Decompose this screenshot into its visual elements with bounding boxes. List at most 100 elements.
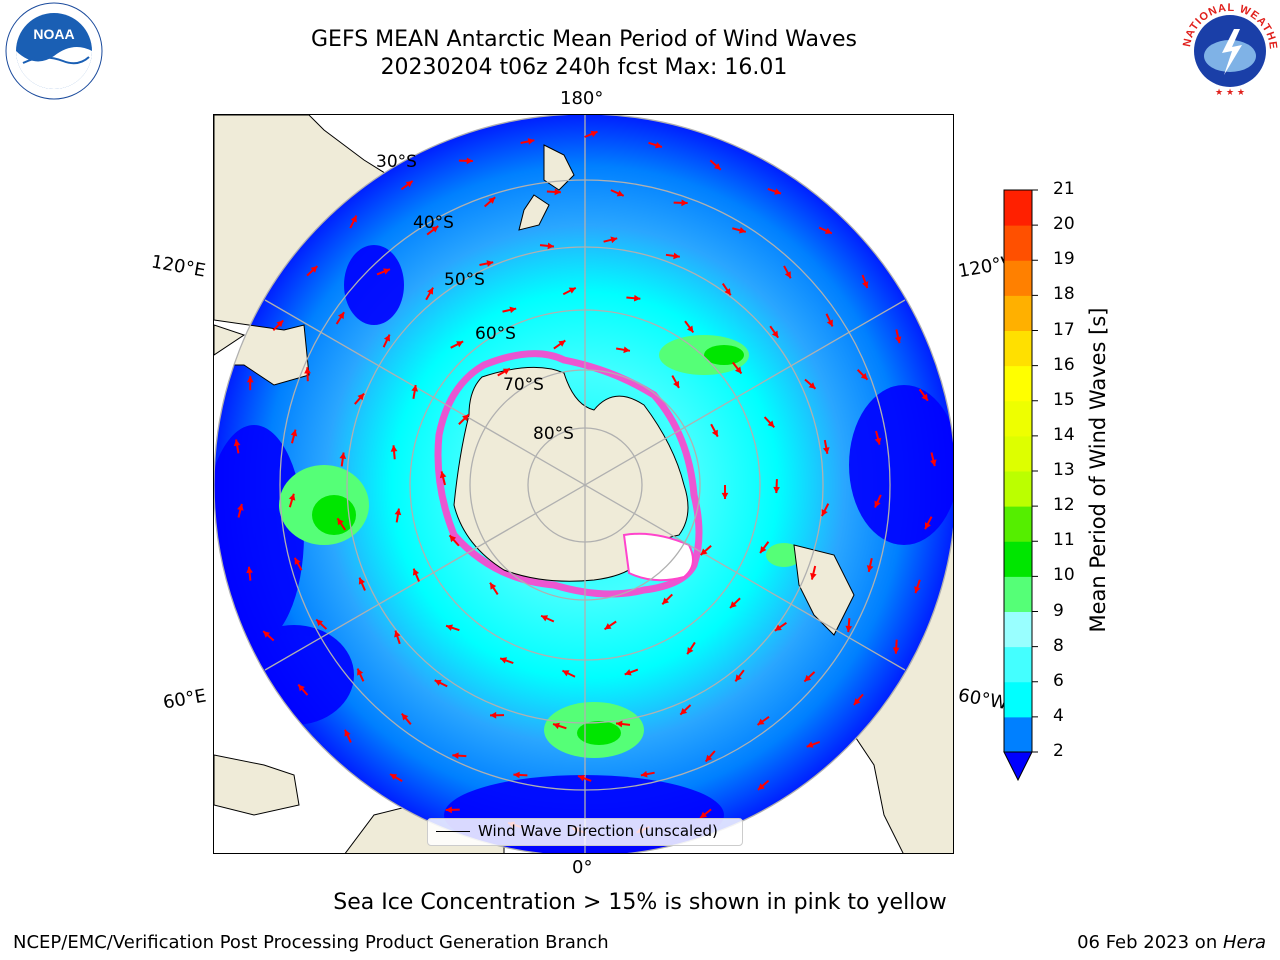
lat-label-60s: 60°S xyxy=(475,324,516,344)
wind-arrow-head xyxy=(757,718,765,725)
wind-arrow-head xyxy=(568,287,576,294)
wind-arrow-head xyxy=(452,752,459,760)
wind-arrow-head xyxy=(446,624,453,631)
colorbar-tick-label: 9 xyxy=(1053,600,1064,621)
lat-label-50s: 50°S xyxy=(444,270,485,290)
colorbar-segment xyxy=(1004,225,1032,261)
wind-arrow-head xyxy=(509,306,517,314)
wind-arrow-head xyxy=(590,130,598,138)
wind-arrow-head xyxy=(804,674,812,682)
wind-arrow-head xyxy=(680,707,688,715)
colorbar-tick-label: 17 xyxy=(1053,319,1075,340)
colorbar-tick-label: 6 xyxy=(1053,670,1064,691)
wind-arrow-head xyxy=(610,236,618,244)
wind-arrow-head xyxy=(757,783,765,790)
wind-arrow-head xyxy=(730,601,737,608)
colorbar-segment xyxy=(1004,471,1032,507)
wind-arrow-head xyxy=(304,367,311,374)
wind-arrow-head xyxy=(616,720,623,728)
wind-arrow-head xyxy=(724,288,731,296)
wind-arrow-head xyxy=(604,623,612,630)
wind-arrow-head xyxy=(339,452,347,460)
colorbar-tick-label: 2 xyxy=(1053,741,1064,761)
wind-arrow-head xyxy=(383,268,391,275)
wind-arrow-head xyxy=(427,287,434,295)
wind-arrow-head xyxy=(456,341,464,348)
map-legend: Wind Wave Direction (unscaled) xyxy=(427,818,743,846)
wind-arrow-head xyxy=(401,713,409,721)
lat-label-80s: 80°S xyxy=(533,424,574,444)
wind-arrow-head xyxy=(824,227,832,234)
colorbar-tick-label: 11 xyxy=(1053,530,1075,551)
sea-ice-edge xyxy=(434,350,703,598)
colorbar-segment xyxy=(1004,365,1032,402)
wind-arrow-head xyxy=(276,320,284,328)
wind-arrow-head xyxy=(310,266,318,273)
wind-arrow-head xyxy=(700,548,708,556)
wind-arrow-head xyxy=(874,500,881,508)
sea-ice-caption: Sea Ice Concentration > 15% is shown in … xyxy=(333,890,947,915)
lat-label-30s: 30°S xyxy=(376,152,417,172)
wind-arrow-head xyxy=(784,271,791,279)
wind-arrow-head xyxy=(623,346,630,354)
wind-arrow-head xyxy=(921,393,928,401)
footer-date-text: 06 Feb 2023 on xyxy=(1077,932,1223,953)
colorbar-tick-label: 8 xyxy=(1053,635,1064,656)
wind-arrow-head xyxy=(298,684,305,692)
wind-arrow-head xyxy=(490,711,497,719)
wind-arrow-head xyxy=(449,535,457,543)
nws-logo: NATIONAL WEATHER SERVICE ★ ★ ★ xyxy=(1176,0,1280,101)
wind-wave-direction-arrows xyxy=(233,130,937,834)
colorbar-tick-label: 12 xyxy=(1053,495,1075,516)
legend-line-icon xyxy=(436,831,470,832)
colorbar-tick-label: 14 xyxy=(1053,424,1075,445)
wind-arrow-head xyxy=(924,522,931,530)
wind-arrow-head xyxy=(547,242,554,250)
wind-arrow-head xyxy=(662,597,670,605)
noaa-logo: NOAA xyxy=(3,1,105,101)
wind-arrow-head xyxy=(624,669,632,676)
colorbar-segment xyxy=(1004,716,1032,753)
wind-arrow-head xyxy=(686,325,694,333)
wind-arrow-head xyxy=(294,557,301,565)
wind-arrow-head xyxy=(562,670,570,677)
wind-arrow-head xyxy=(394,508,402,516)
colorbar-segment xyxy=(1004,576,1032,612)
colorbar-segment xyxy=(1004,681,1032,718)
wind-arrow-head xyxy=(337,518,344,526)
footer-host: Hera xyxy=(1222,932,1266,953)
wind-arrow-head xyxy=(774,188,782,195)
colorbar-segment xyxy=(1004,506,1032,542)
wind-arrow-head xyxy=(490,582,497,590)
wind-arrow-head xyxy=(337,312,345,320)
wind-arrow-head xyxy=(390,774,398,781)
wind-arrow-head xyxy=(405,180,413,188)
wind-arrow-head xyxy=(767,420,775,428)
colorbar-tick-label: 10 xyxy=(1053,565,1075,586)
colorbar-segment xyxy=(1004,646,1032,683)
wind-arrow-head xyxy=(673,380,679,388)
wind-arrow-head xyxy=(394,630,401,638)
wind-arrow-head xyxy=(434,679,442,686)
svg-text:★ ★ ★: ★ ★ ★ xyxy=(1215,88,1245,98)
wind-arrow-head xyxy=(866,565,874,572)
wind-arrow-head xyxy=(246,566,253,574)
colorbar-segment xyxy=(1004,541,1032,577)
colorbar-tick-label: 19 xyxy=(1053,249,1075,270)
lon-label-0: 0° xyxy=(572,857,593,878)
colorbar-tick-label: 20 xyxy=(1053,214,1075,235)
wind-arrow-head xyxy=(237,503,244,511)
wind-arrow-head xyxy=(860,372,868,380)
colorbar-segment xyxy=(1004,435,1032,472)
lon-label-120e: 120°E xyxy=(149,251,208,282)
wind-arrow-head xyxy=(488,197,496,204)
wind-arrow-head xyxy=(914,586,921,594)
wind-arrow-head xyxy=(673,252,680,260)
wind-arrow-head xyxy=(633,294,641,302)
wind-arrow-head xyxy=(821,509,828,517)
wind-arrow-head xyxy=(739,227,746,234)
colorbar-tick-label: 21 xyxy=(1053,179,1075,199)
wind-arrow-head xyxy=(486,260,494,267)
wind-arrow-head xyxy=(640,770,648,778)
lon-label-60e: 60°E xyxy=(161,685,208,714)
